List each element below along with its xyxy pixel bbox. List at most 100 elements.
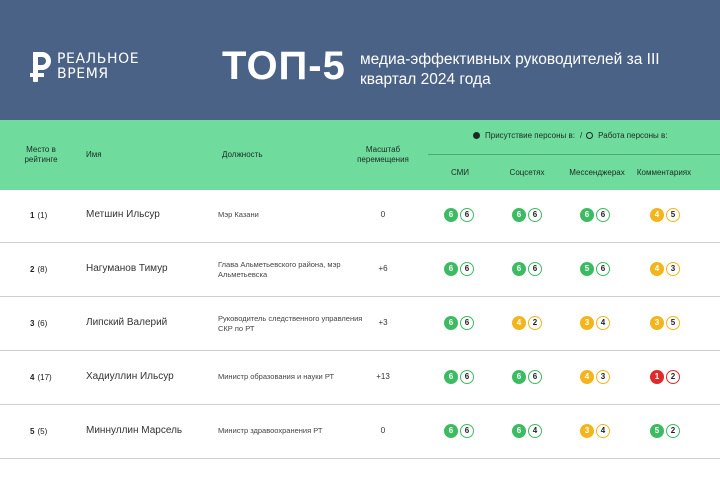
work-score: 2 xyxy=(666,370,680,384)
col-header-name: Имя xyxy=(86,150,102,159)
rank-value: 4 xyxy=(30,373,35,382)
work-score: 5 xyxy=(666,208,680,222)
logo-icon xyxy=(30,52,52,82)
work-score: 6 xyxy=(460,316,474,330)
presence-score: 5 xyxy=(580,262,594,276)
presence-score: 6 xyxy=(444,370,458,384)
page-subtitle: медиа-эффективных руководителей за III к… xyxy=(360,51,660,88)
work-score: 6 xyxy=(528,262,542,276)
rank-value: 1 xyxy=(30,211,35,220)
person-name: Хадиуллин Ильсур xyxy=(86,371,174,382)
presence-score: 6 xyxy=(512,208,526,222)
rank-value: 2 xyxy=(30,265,35,274)
previous-rank: (8) xyxy=(37,265,48,274)
legend-separator: / xyxy=(579,131,583,140)
work-score: 6 xyxy=(460,424,474,438)
presence-legend-icon xyxy=(473,132,480,139)
table-row: 3 (6) Липский Валерий Руководитель следстве… xyxy=(0,297,720,351)
work-score: 6 xyxy=(528,208,542,222)
work-score: 6 xyxy=(460,370,474,384)
presence-score: 6 xyxy=(512,370,526,384)
work-score: 6 xyxy=(460,208,474,222)
col-header-rank: Место в рейтинге xyxy=(24,145,58,164)
table-row: 1 (1) Метшин Ильсур Мэр Казани 0 6 6 6 6 6 6 4 5 xyxy=(0,189,720,243)
person-name: Липский Валерий xyxy=(86,317,168,328)
movement-scale: 0 xyxy=(380,210,386,219)
work-score: 4 xyxy=(528,424,542,438)
work-score: 6 xyxy=(460,262,474,276)
presence-score: 4 xyxy=(650,208,664,222)
previous-rank: (6) xyxy=(37,319,48,328)
table-row: 2 (8) Нагуманов Тимур Глава Альметьевского … xyxy=(0,243,720,297)
person-name: Миннуллин Марсель xyxy=(86,425,183,436)
work-score: 4 xyxy=(596,424,610,438)
work-score: 5 xyxy=(666,316,680,330)
presence-score: 6 xyxy=(444,316,458,330)
brand-logo: РЕАЛЬНОЕ ВРЕМЯ xyxy=(30,50,139,84)
table-row: 4 (17) Хадиуллин Ильсур Министр образования… xyxy=(0,351,720,405)
presence-score: 3 xyxy=(580,316,594,330)
col-header-messengers: Мессенджерах xyxy=(569,168,625,177)
header-banner: РЕАЛЬНОЕ ВРЕМЯ ТОП-5 медиа-эффективных р… xyxy=(0,0,720,120)
legend-presence-label: Присутствие персоны в: xyxy=(485,131,575,140)
rank-cell: 5 (5) xyxy=(30,427,47,437)
page-title: ТОП-5 xyxy=(222,44,346,88)
work-score: 3 xyxy=(666,262,680,276)
presence-score: 4 xyxy=(512,316,526,330)
col-header-comments: Комментариях xyxy=(636,168,692,177)
presence-score: 4 xyxy=(580,370,594,384)
logo-line-2: ВРЕМЯ xyxy=(57,66,109,82)
presence-score: 6 xyxy=(512,424,526,438)
col-header-scale: Масштаб перемещения xyxy=(357,145,409,164)
person-name: Нагуманов Тимур xyxy=(86,263,168,274)
logo-line-1: РЕАЛЬНОЕ xyxy=(57,51,140,67)
work-score: 6 xyxy=(596,262,610,276)
presence-score: 6 xyxy=(512,262,526,276)
table-header xyxy=(0,120,720,190)
person-position: Руководитель следственного управления СК… xyxy=(218,314,363,333)
presence-score: 6 xyxy=(444,262,458,276)
presence-score: 6 xyxy=(444,208,458,222)
movement-scale: +3 xyxy=(378,318,388,327)
previous-rank: (17) xyxy=(37,373,52,382)
movement-scale: 0 xyxy=(380,426,386,435)
rank-cell: 2 (8) xyxy=(30,265,47,275)
previous-rank: (5) xyxy=(37,427,48,436)
movement-scale: +6 xyxy=(378,264,388,273)
table-row: 5 (5) Миннуллин Марсель Министр здравоохран… xyxy=(0,405,720,459)
work-score: 6 xyxy=(596,208,610,222)
person-position: Министр здравоохранения РТ xyxy=(218,426,323,435)
rank-value: 5 xyxy=(30,427,35,436)
person-position: Мэр Казани xyxy=(218,210,259,219)
work-score: 4 xyxy=(596,316,610,330)
person-position: Глава Альметьевского района, мэр Альметь… xyxy=(218,260,341,279)
presence-score: 5 xyxy=(650,424,664,438)
presence-score: 6 xyxy=(580,208,594,222)
rank-cell: 1 (1) xyxy=(30,211,47,221)
col-header-media: СМИ xyxy=(450,168,470,177)
work-legend-icon xyxy=(586,132,594,139)
rank-cell: 4 (17) xyxy=(30,373,52,383)
legend: Присутствие персоны в: / Работа персоны … xyxy=(473,131,667,140)
presence-score: 1 xyxy=(650,370,664,384)
movement-scale: +13 xyxy=(376,372,390,381)
work-score: 3 xyxy=(596,370,610,384)
presence-score: 4 xyxy=(650,262,664,276)
presence-score: 3 xyxy=(650,316,664,330)
